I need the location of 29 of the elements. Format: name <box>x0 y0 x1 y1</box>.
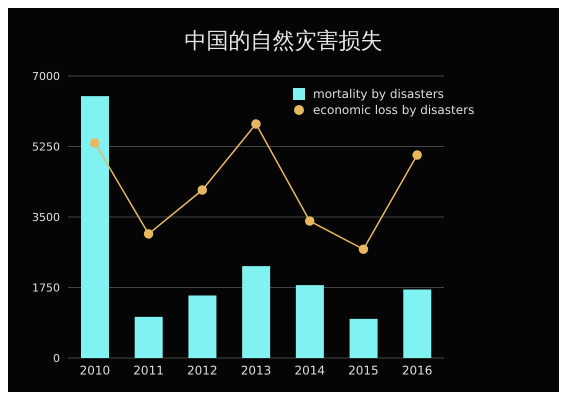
y-tick-label: 5250 <box>32 140 60 154</box>
point <box>251 119 261 129</box>
x-tick-label: 2014 <box>294 364 325 378</box>
bar <box>188 296 216 358</box>
x-tick-label: 2015 <box>348 364 379 378</box>
bar <box>350 318 378 358</box>
point <box>90 138 100 148</box>
bar <box>81 96 109 358</box>
x-tick-label: 2012 <box>187 364 218 378</box>
x-tick-label: 2016 <box>402 364 432 378</box>
bar <box>296 285 324 358</box>
chart-title: 中国的自然灾害损失 <box>184 28 384 56</box>
y-tick-label: 7000 <box>32 70 60 83</box>
y-tick-label: 0 <box>53 352 60 365</box>
legend-label: mortality by disasters <box>313 86 444 102</box>
x-tick-label: 2013 <box>240 364 272 378</box>
y-tick-label: 3500 <box>32 210 60 224</box>
bar <box>134 316 163 358</box>
point <box>412 150 422 160</box>
point <box>358 244 368 254</box>
bar <box>403 290 432 358</box>
y-tick-label: 1750 <box>32 281 60 294</box>
legend-label: economic loss by disasters <box>313 102 474 118</box>
bar <box>242 266 270 358</box>
point <box>144 229 154 239</box>
x-tick-label: 2010 <box>80 364 110 378</box>
point <box>304 216 314 226</box>
point <box>198 185 208 195</box>
x-tick-label: 2011 <box>133 364 164 378</box>
